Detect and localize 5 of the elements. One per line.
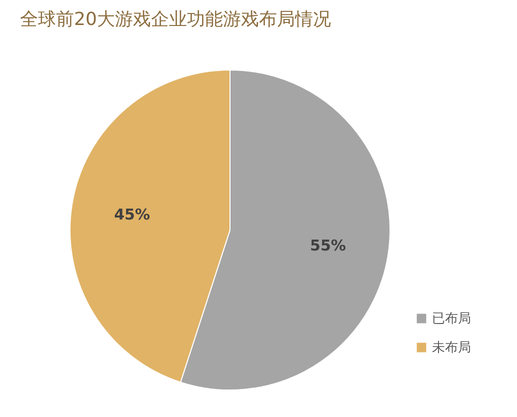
chart-title: 全球前20大游戏企业功能游戏布局情况 [20,9,331,30]
data-label: 55% [310,236,346,255]
legend-label: 已布局 [432,312,471,326]
data-label: 45% [114,205,150,224]
legend-label: 未布局 [432,340,471,356]
